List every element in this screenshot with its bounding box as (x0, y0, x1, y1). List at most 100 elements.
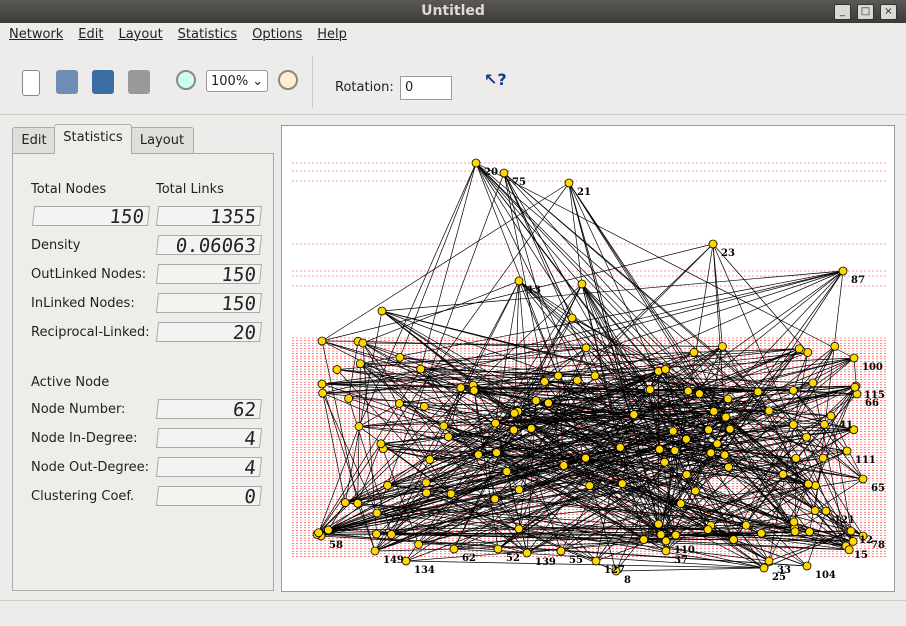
menu-item[interactable]: Help (317, 27, 347, 42)
node (720, 450, 730, 460)
edge (496, 369, 666, 453)
node (514, 485, 524, 495)
edge (376, 411, 714, 514)
tab[interactable]: Layout (130, 127, 194, 153)
node (543, 398, 553, 408)
tab[interactable]: Statistics (54, 124, 132, 154)
node (353, 498, 363, 508)
node (425, 455, 435, 464)
edge (710, 485, 816, 526)
new-button[interactable] (22, 70, 40, 96)
edge (345, 502, 854, 542)
edge (420, 368, 520, 529)
node (473, 450, 483, 460)
node-label: 104 (815, 570, 836, 581)
print-button[interactable] (128, 70, 150, 94)
node (846, 526, 856, 536)
edge (318, 348, 800, 534)
edge (357, 363, 361, 504)
edge (322, 392, 662, 535)
edge (526, 385, 857, 554)
edge (405, 560, 765, 569)
node-label: 115 (864, 390, 885, 401)
edge (358, 410, 770, 427)
node (724, 462, 733, 472)
edge (595, 474, 687, 562)
node (721, 412, 731, 422)
node (591, 556, 601, 566)
edge (544, 379, 578, 382)
edge (424, 385, 857, 407)
node (848, 537, 858, 546)
menu-item[interactable]: Statistics (177, 27, 238, 42)
edge (495, 280, 520, 424)
node-label: 139 (535, 557, 556, 568)
zoom-out-button[interactable] (278, 70, 298, 90)
zoom-select[interactable]: 100% ⌄ (206, 70, 268, 92)
label: Clustering Coef. (31, 489, 135, 504)
edge (496, 452, 847, 547)
edge (503, 172, 573, 319)
edge (381, 310, 620, 449)
edge (518, 280, 649, 391)
menu-item[interactable]: Options (252, 27, 303, 42)
edge (514, 412, 784, 475)
help-pointer-button[interactable]: ↖? (484, 70, 507, 89)
minimize-button[interactable]: _ (834, 4, 851, 20)
node (377, 306, 387, 316)
zoom-in-button[interactable] (176, 70, 196, 90)
maximize-button[interactable]: □ (857, 4, 874, 20)
lcd-value: 1355 (155, 206, 263, 228)
edge (387, 485, 520, 491)
edge (420, 368, 461, 389)
edge (495, 283, 583, 424)
node (689, 347, 699, 357)
edge (514, 357, 855, 414)
node (723, 394, 733, 404)
edge (581, 283, 677, 536)
menu-item[interactable]: Layout (118, 27, 163, 42)
node (416, 364, 426, 374)
edge (793, 424, 864, 537)
edge (812, 382, 847, 547)
node (838, 266, 848, 276)
node-label: 127 (604, 565, 625, 576)
edge (568, 182, 635, 415)
edge (535, 352, 808, 401)
edge (518, 280, 596, 376)
edge (814, 478, 864, 511)
edge (362, 342, 723, 347)
menu-item[interactable]: Edit (78, 27, 104, 42)
node-label: 41 (839, 420, 853, 431)
edge (506, 471, 676, 536)
edge (544, 381, 674, 432)
edge (381, 270, 844, 312)
tab[interactable]: Edit (12, 127, 56, 153)
open-button[interactable] (56, 70, 78, 94)
node (676, 499, 686, 509)
node (526, 424, 536, 433)
node (655, 445, 664, 454)
edge (699, 346, 723, 394)
node (704, 425, 714, 435)
node (788, 385, 798, 395)
node (456, 383, 466, 393)
save-button[interactable] (92, 70, 114, 94)
label: OutLinked Nodes: (31, 267, 147, 282)
node-label: 58 (329, 540, 343, 551)
edge (806, 437, 854, 542)
edge (360, 363, 449, 438)
menu-item[interactable]: Network (9, 27, 64, 42)
lcd-value: 4 (155, 428, 263, 450)
edge (317, 534, 864, 537)
node (314, 528, 324, 538)
node (849, 425, 859, 435)
edge (729, 346, 836, 430)
close-button[interactable]: × (880, 4, 897, 20)
node (394, 399, 404, 408)
edge (716, 443, 795, 529)
label: Density (31, 238, 81, 253)
rotation-input[interactable]: 0 (400, 76, 452, 100)
edge (526, 416, 727, 554)
node (660, 457, 670, 467)
